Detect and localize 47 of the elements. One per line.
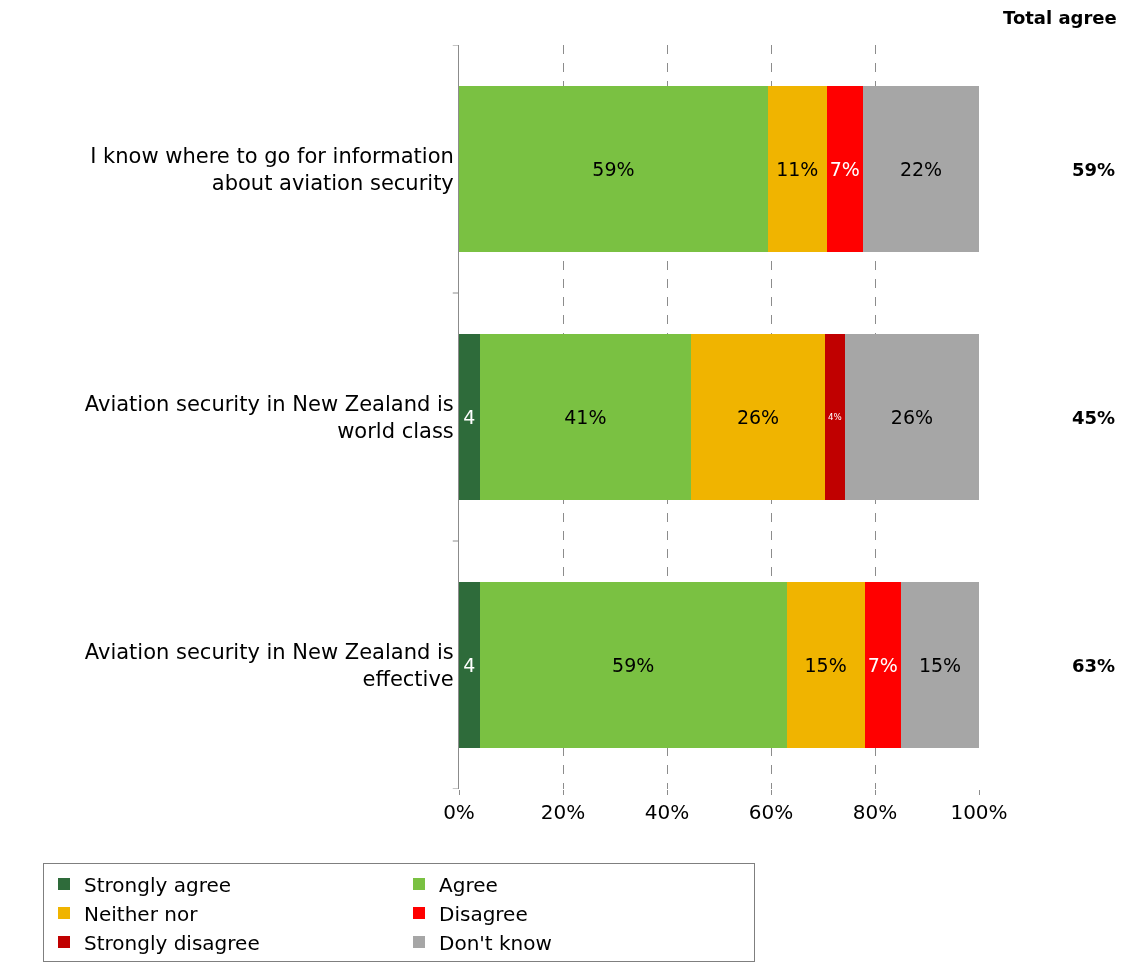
text: Total agree — [1003, 7, 1117, 28]
text: 59% — [1072, 159, 1116, 180]
x-tick-label: 20% — [540, 800, 586, 824]
x-tick-label: 60% — [748, 800, 794, 824]
data-label: 15% — [804, 654, 847, 676]
bar — [844, 333, 979, 501]
x-tick-label: 40% — [644, 800, 690, 824]
legend-label: Agree — [439, 872, 498, 897]
legend-label: Strongly agree — [84, 872, 232, 897]
bar — [459, 333, 480, 501]
legend-label: Disagree — [439, 901, 528, 926]
text: 63% — [1072, 655, 1116, 676]
data-label: 4 — [463, 654, 476, 676]
bar — [767, 85, 827, 253]
data-label: 22% — [899, 158, 943, 180]
data-label: 4% — [828, 412, 842, 423]
data-label: 26% — [890, 406, 934, 428]
y-tick-label: Aviation security in New Zealand is world class — [84, 391, 454, 443]
bar — [479, 333, 691, 501]
bar — [786, 581, 865, 749]
data-label: 59% — [592, 158, 635, 180]
x-tick-label: 80% — [852, 800, 898, 824]
data-label: 11% — [776, 158, 819, 180]
data-label: 59% — [612, 654, 655, 676]
data-label: 26% — [736, 406, 780, 428]
data-label: 15% — [918, 654, 962, 676]
bar — [864, 581, 901, 749]
x-tick-label: 100% — [950, 800, 1008, 824]
bar — [901, 581, 979, 749]
x-tick-label: 0% — [443, 800, 475, 824]
data-label: 4 — [463, 406, 476, 428]
bar — [459, 581, 480, 749]
text: 45% — [1072, 407, 1116, 428]
bar — [479, 581, 787, 749]
data-label: 41% — [564, 406, 607, 428]
y-tick-label: I know where to go for information about aviation security — [90, 143, 454, 195]
legend-label: Neither nor — [84, 901, 199, 926]
bar — [826, 85, 864, 253]
data-label: 7% — [867, 654, 898, 676]
bar — [863, 85, 979, 253]
bar — [459, 85, 768, 253]
y-tick-label: Aviation security in New Zealand is effective — [84, 639, 454, 691]
legend-label: Don't know — [439, 930, 552, 955]
data-label: 7% — [829, 158, 860, 180]
legend-label: Strongly disagree — [84, 930, 260, 955]
bar — [690, 333, 826, 501]
bar — [825, 333, 845, 501]
